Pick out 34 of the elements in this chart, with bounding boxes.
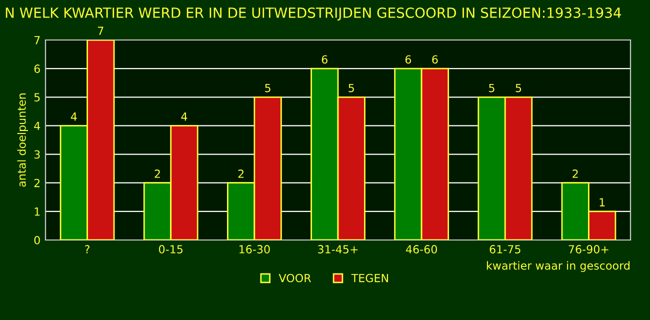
data-label: 2: [572, 170, 578, 178]
data-label: 5: [516, 84, 522, 92]
chart-title: N WELK KWARTIER WERD ER IN DE UITWEDSTRIJDEN GESCOORD IN SEIZOEN:1933-1934: [6, 7, 622, 21]
y-tick-label: 1: [34, 208, 40, 216]
y-tick-label: 0: [34, 236, 40, 244]
y-axis-title: antal doelpunten: [17, 94, 28, 187]
data-label: 2: [154, 170, 160, 178]
y-tick-label: 2: [34, 178, 40, 188]
data-label: 4: [181, 112, 188, 121]
legend-label: TEGEN: [351, 274, 388, 282]
x-tick-label: 76-90+: [568, 245, 608, 254]
data-label: 6: [432, 55, 438, 64]
data-label: 1: [600, 198, 605, 206]
x-tick-label: 31-45+: [318, 245, 358, 254]
data-label: 7: [98, 26, 104, 35]
data-label: 5: [348, 84, 354, 92]
data-label: 4: [70, 112, 77, 121]
data-label: 2: [238, 170, 244, 178]
x-tick-label: ?: [85, 245, 90, 254]
y-tick-label: 7: [34, 36, 40, 44]
data-label: 6: [322, 55, 328, 64]
data-label: 5: [489, 84, 494, 92]
y-tick-label: 6: [34, 64, 40, 73]
x-tick-label: 0-15: [158, 245, 182, 254]
data-label: 6: [405, 55, 412, 64]
x-tick-label: 61-75: [490, 245, 520, 254]
y-tick-label: 3: [34, 150, 40, 159]
x-tick-label: 46-60: [406, 245, 437, 254]
x-axis-title: kwartier waar in gescoord: [486, 261, 630, 272]
data-label: 5: [265, 84, 270, 92]
y-tick-label: 4: [34, 122, 40, 130]
y-tick-label: 5: [34, 93, 40, 102]
legend-label: VOOR: [278, 274, 312, 282]
x-tick-label: 16-30: [240, 245, 270, 254]
